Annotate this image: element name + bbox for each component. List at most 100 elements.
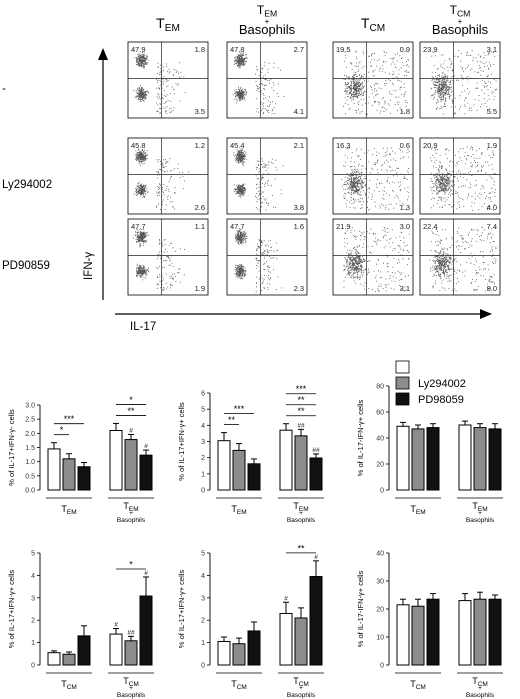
quadrant-upper-left-value: 47.8 — [230, 45, 245, 54]
quadrant-upper-left-value: 16.3 — [336, 141, 351, 150]
x-axis-label: IL-17 — [130, 321, 156, 333]
facs-plot: 19.5 0.9 1.8 — [332, 41, 414, 119]
facs-events — [234, 229, 283, 292]
bar — [396, 425, 410, 491]
quadrant-upper-right-value: 1.6 — [294, 222, 304, 231]
bar — [473, 598, 487, 666]
significance-label: *** — [296, 384, 307, 394]
bar — [458, 424, 472, 491]
quadrant-upper-left-value: 21.9 — [336, 222, 351, 231]
y-axis-label: % of IL-17+IFN-γ+ cells — [177, 570, 186, 649]
bar — [77, 466, 91, 491]
y-axis-label: % of IL-17+IFN-γ- cells — [7, 409, 16, 486]
quadrant-upper-right-value: 1.1 — [195, 222, 205, 231]
x-axis-arrow-head — [480, 309, 492, 319]
y-tick-label: 3 — [201, 439, 205, 446]
column-header-title: TCM — [450, 3, 471, 19]
y-tick-label: 20 — [376, 462, 384, 469]
quadrant-lower-right-value: 2.6 — [195, 203, 205, 212]
column-header: TCM — [361, 15, 385, 34]
quadrant-upper-left-value: 22.4 — [423, 222, 438, 231]
row-label: PD90859 — [2, 260, 50, 272]
bar — [217, 440, 231, 491]
column-header-title: TCM — [361, 15, 385, 34]
bar — [411, 605, 425, 666]
y-tick-label: 1 — [201, 640, 205, 647]
group-label: TEM — [61, 504, 76, 516]
bar — [458, 600, 472, 666]
y-tick-label: 30 — [376, 579, 384, 586]
column-header: TEM — [156, 15, 180, 34]
group-label-basophils: Basophils — [287, 692, 316, 699]
significance-label: * — [60, 425, 64, 435]
bar — [309, 457, 323, 491]
group-label-basophils: Basophils — [117, 692, 146, 699]
quadrant-lower-right-value: 4.1 — [294, 107, 304, 116]
column-header: TEM+Basophils — [239, 3, 296, 37]
significance-hash: # — [284, 595, 288, 602]
y-tick-label: 0.5 — [25, 473, 35, 480]
group-label-basophils: Basophils — [287, 517, 316, 524]
bar — [488, 598, 502, 666]
quadrant-upper-left-value: 47.7 — [131, 222, 146, 231]
y-tick-label: 40 — [376, 436, 384, 443]
row-label: - — [2, 83, 6, 95]
y-tick-label: 20 — [376, 607, 384, 614]
quadrant-lower-right-value: 1.3 — [400, 203, 410, 212]
legend-swatch — [395, 376, 410, 390]
y-axis-label: % of IL-17-IFN-γ+ cells — [356, 400, 365, 477]
column-header-title: TEM — [156, 15, 180, 34]
bar — [279, 429, 293, 491]
y-tick-label: 6 — [201, 391, 205, 398]
group-label: TCM — [472, 676, 488, 688]
significance-label: ** — [228, 415, 236, 425]
legend-swatch — [395, 392, 410, 406]
legend-label: PD98059 — [418, 394, 464, 406]
facs-events — [343, 50, 410, 115]
legend-label: Ly294002 — [418, 378, 466, 390]
y-tick-label: 1.5 — [25, 445, 35, 452]
y-tick-label: 3.0 — [25, 403, 35, 410]
y-tick-label: 0 — [201, 663, 205, 670]
bar — [426, 427, 440, 491]
y-tick-label: 1.0 — [25, 459, 35, 466]
significance-label: ** — [297, 395, 305, 405]
group-label-plus: + — [129, 685, 133, 692]
facs-events — [133, 148, 190, 211]
quadrant-upper-right-value: 1.8 — [195, 45, 205, 54]
legend: Ly294002 PD98059 — [395, 360, 466, 406]
bar-chart-tem-il17: 0.0 0.5 1.0 1.5 2.0 2.5 3.0 % of IL-17+IFN-γ- c… — [7, 395, 154, 524]
facs-plot-frame — [127, 137, 209, 215]
bar — [124, 439, 138, 491]
quadrant-upper-left-value: 20.9 — [423, 141, 438, 150]
group-label: TCM — [231, 679, 247, 691]
y-tick-label: 0 — [380, 488, 384, 495]
y-axis-label: % of IL-17+IFN-γ+ cells — [7, 570, 16, 649]
y-tick-label: 40 — [376, 551, 384, 558]
facs-events — [233, 148, 284, 211]
facs-plot: 45.4 2.1 3.8 — [226, 137, 308, 215]
quadrant-upper-right-value: 3.1 — [487, 45, 497, 54]
quadrant-upper-left-value: 47.7 — [230, 222, 245, 231]
facs-plot: 16.3 0.6 1.3 — [332, 137, 414, 215]
quadrant-lower-right-value: 5.5 — [487, 107, 497, 116]
bar — [109, 633, 123, 666]
quadrant-lower-right-value: 1.8 — [400, 107, 410, 116]
row-label: Ly294002 — [2, 179, 52, 191]
legend-item — [395, 360, 410, 374]
facs-plot: 47.9 1.8 3.5 — [127, 41, 209, 119]
group-label-plus: + — [299, 685, 303, 692]
bar — [47, 652, 61, 666]
facs-events — [430, 146, 497, 211]
facs-plot-frame — [127, 41, 209, 119]
facs-plot: 45.8 1.2 2.6 — [127, 137, 209, 215]
y-tick-label: 10 — [376, 635, 384, 642]
group-label-basophils: Basophils — [466, 692, 495, 699]
quadrant-upper-right-value: 3.0 — [400, 222, 410, 231]
facs-events — [341, 146, 410, 211]
bar — [309, 576, 323, 666]
quadrant-upper-left-value: 45.4 — [230, 141, 245, 150]
